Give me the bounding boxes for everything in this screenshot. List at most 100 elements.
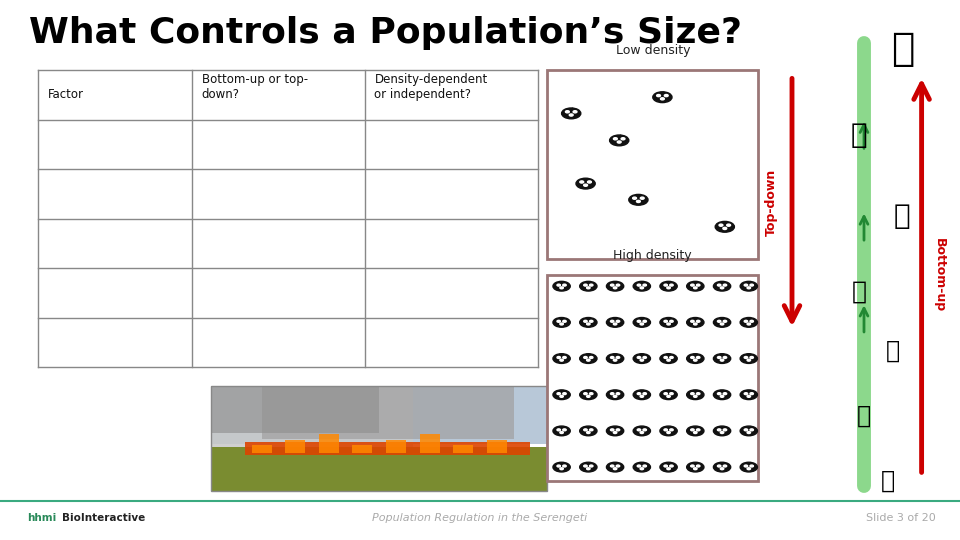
Circle shape bbox=[740, 281, 757, 291]
Circle shape bbox=[643, 465, 646, 467]
Circle shape bbox=[717, 393, 721, 395]
Circle shape bbox=[607, 390, 624, 400]
Circle shape bbox=[670, 284, 673, 286]
Circle shape bbox=[747, 468, 751, 470]
Circle shape bbox=[657, 94, 660, 97]
Circle shape bbox=[569, 114, 573, 116]
Circle shape bbox=[617, 141, 621, 143]
Text: 🐝: 🐝 bbox=[852, 280, 867, 303]
Circle shape bbox=[723, 356, 727, 359]
Text: ★: ★ bbox=[564, 106, 578, 120]
Circle shape bbox=[553, 390, 570, 400]
Circle shape bbox=[613, 431, 617, 434]
Circle shape bbox=[740, 426, 757, 436]
Text: Bottom-up: Bottom-up bbox=[932, 238, 946, 313]
Circle shape bbox=[723, 465, 727, 467]
Circle shape bbox=[643, 320, 646, 322]
Circle shape bbox=[643, 393, 646, 395]
Circle shape bbox=[565, 111, 569, 113]
Circle shape bbox=[584, 356, 588, 359]
Circle shape bbox=[634, 426, 651, 436]
Circle shape bbox=[589, 320, 593, 322]
Circle shape bbox=[696, 393, 700, 395]
Circle shape bbox=[611, 465, 614, 467]
Circle shape bbox=[696, 429, 700, 431]
Circle shape bbox=[740, 318, 757, 327]
Circle shape bbox=[720, 431, 724, 434]
Circle shape bbox=[720, 323, 724, 325]
Circle shape bbox=[717, 320, 721, 322]
Circle shape bbox=[611, 393, 614, 395]
Bar bbox=[211, 447, 547, 491]
Circle shape bbox=[616, 465, 620, 467]
Circle shape bbox=[616, 356, 620, 359]
Circle shape bbox=[696, 356, 700, 359]
Circle shape bbox=[589, 429, 593, 431]
Circle shape bbox=[584, 465, 588, 467]
Circle shape bbox=[634, 281, 651, 291]
Circle shape bbox=[740, 462, 757, 472]
Text: 🌿: 🌿 bbox=[881, 469, 895, 492]
Circle shape bbox=[713, 354, 731, 363]
Circle shape bbox=[696, 320, 700, 322]
Circle shape bbox=[611, 320, 614, 322]
Circle shape bbox=[587, 359, 590, 361]
Circle shape bbox=[720, 468, 724, 470]
Circle shape bbox=[670, 320, 673, 322]
Circle shape bbox=[740, 390, 757, 400]
Circle shape bbox=[589, 393, 593, 395]
Circle shape bbox=[584, 393, 588, 395]
Circle shape bbox=[667, 395, 670, 397]
Text: 🦗: 🦗 bbox=[857, 404, 871, 428]
Circle shape bbox=[686, 354, 704, 363]
Circle shape bbox=[690, 393, 694, 395]
Circle shape bbox=[611, 429, 614, 431]
Circle shape bbox=[560, 431, 564, 434]
Circle shape bbox=[696, 284, 700, 286]
Circle shape bbox=[580, 181, 584, 183]
Circle shape bbox=[717, 465, 721, 467]
Text: Top-down: Top-down bbox=[764, 169, 778, 236]
Circle shape bbox=[640, 359, 643, 361]
Circle shape bbox=[640, 431, 643, 434]
Circle shape bbox=[553, 426, 570, 436]
Circle shape bbox=[750, 356, 754, 359]
Circle shape bbox=[563, 393, 566, 395]
Circle shape bbox=[587, 395, 590, 397]
Circle shape bbox=[750, 465, 754, 467]
Circle shape bbox=[553, 281, 570, 291]
Circle shape bbox=[611, 284, 614, 286]
Circle shape bbox=[713, 390, 731, 400]
Circle shape bbox=[686, 462, 704, 472]
Bar bbox=[285, 440, 305, 454]
Circle shape bbox=[686, 281, 704, 291]
Circle shape bbox=[589, 465, 593, 467]
Circle shape bbox=[560, 287, 564, 289]
Circle shape bbox=[637, 393, 640, 395]
Circle shape bbox=[713, 281, 731, 291]
Circle shape bbox=[616, 284, 620, 286]
Bar bbox=[547, 275, 758, 481]
Circle shape bbox=[690, 320, 694, 322]
Circle shape bbox=[744, 465, 748, 467]
Circle shape bbox=[613, 287, 617, 289]
Bar bbox=[547, 70, 758, 259]
Circle shape bbox=[660, 354, 677, 363]
Circle shape bbox=[633, 197, 636, 199]
Circle shape bbox=[584, 284, 588, 286]
Text: What Controls a Population’s Size?: What Controls a Population’s Size? bbox=[29, 16, 742, 50]
Bar bbox=[319, 434, 339, 454]
Text: High density: High density bbox=[613, 249, 692, 262]
Circle shape bbox=[717, 356, 721, 359]
Circle shape bbox=[563, 320, 566, 322]
Circle shape bbox=[715, 221, 734, 232]
Text: 🪲: 🪲 bbox=[886, 339, 900, 363]
Circle shape bbox=[640, 287, 643, 289]
Circle shape bbox=[670, 356, 673, 359]
Circle shape bbox=[634, 318, 651, 327]
Circle shape bbox=[686, 390, 704, 400]
Text: Low density: Low density bbox=[615, 44, 690, 57]
Circle shape bbox=[587, 323, 590, 325]
Circle shape bbox=[664, 429, 667, 431]
Circle shape bbox=[690, 465, 694, 467]
